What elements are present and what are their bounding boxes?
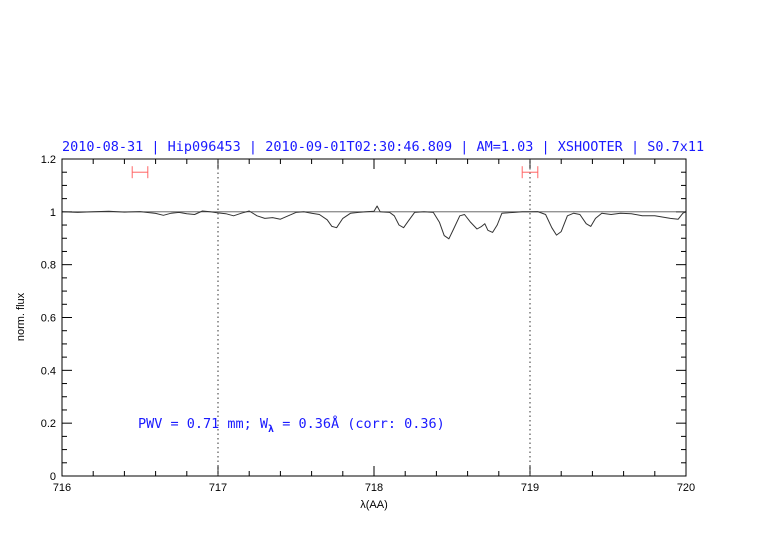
y-tick-label: 1.2 [41, 154, 56, 166]
x-tick-label: 720 [677, 482, 695, 494]
x-axis-label: λ(AA) [360, 499, 388, 511]
plot-frame [61, 158, 687, 477]
x-tick-label: 718 [365, 482, 383, 494]
y-tick-label: 0.8 [41, 260, 56, 272]
y-axis-label: norm. flux [15, 292, 27, 341]
y-tick-label: 0 [50, 471, 56, 483]
y-tick-label: 0.4 [41, 365, 56, 377]
y-tick-label: 1 [50, 207, 56, 219]
y-tick-label: 0.2 [41, 418, 56, 430]
x-tick-label: 716 [53, 482, 71, 494]
y-tick-label: 0.6 [41, 313, 56, 325]
error-bar [521, 166, 539, 179]
spectrum-line [61, 205, 687, 240]
pwv-annotation: PWV = 0.71 mm; Wλ = 0.36Å (corr: 0.36) [138, 415, 445, 435]
error-bar [131, 166, 149, 179]
x-tick-label: 717 [209, 482, 227, 494]
chart-title: 2010-08-31 | Hip096453 | 2010-09-01T02:3… [62, 139, 704, 155]
x-tick-label: 719 [521, 482, 539, 494]
